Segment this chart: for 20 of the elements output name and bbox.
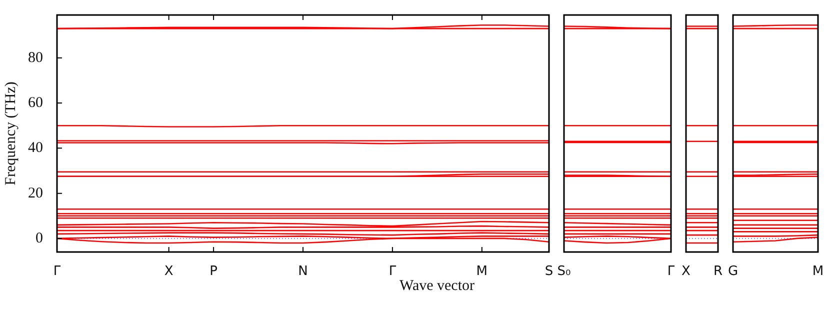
y-tick-label: 60 bbox=[28, 94, 43, 111]
y-tick-label: 40 bbox=[28, 140, 43, 156]
x-tick-label: X bbox=[164, 264, 174, 280]
x-tick-label: N bbox=[298, 264, 308, 280]
x-tick-label: S bbox=[544, 264, 554, 280]
y-tick-label: 80 bbox=[28, 50, 43, 66]
x-tick-label: S₀ bbox=[557, 264, 571, 280]
x-tick-label: G bbox=[728, 264, 738, 280]
y-tick-label: 20 bbox=[28, 185, 43, 202]
x-tick-label: Γ bbox=[667, 264, 676, 280]
x-tick-label: M bbox=[812, 264, 824, 280]
x-tick-label: Γ bbox=[53, 264, 62, 280]
y-axis-title: Frequency (THz) bbox=[2, 82, 19, 186]
x-tick-label: X bbox=[682, 264, 691, 280]
x-axis-title: Wave vector bbox=[398, 278, 476, 295]
x-tick-label: P bbox=[210, 264, 218, 280]
x-tick-label: Γ bbox=[388, 264, 397, 280]
x-tick-label: R bbox=[713, 264, 723, 280]
y-tick-label: 0 bbox=[36, 230, 43, 246]
x-tick-label: M bbox=[476, 264, 488, 280]
